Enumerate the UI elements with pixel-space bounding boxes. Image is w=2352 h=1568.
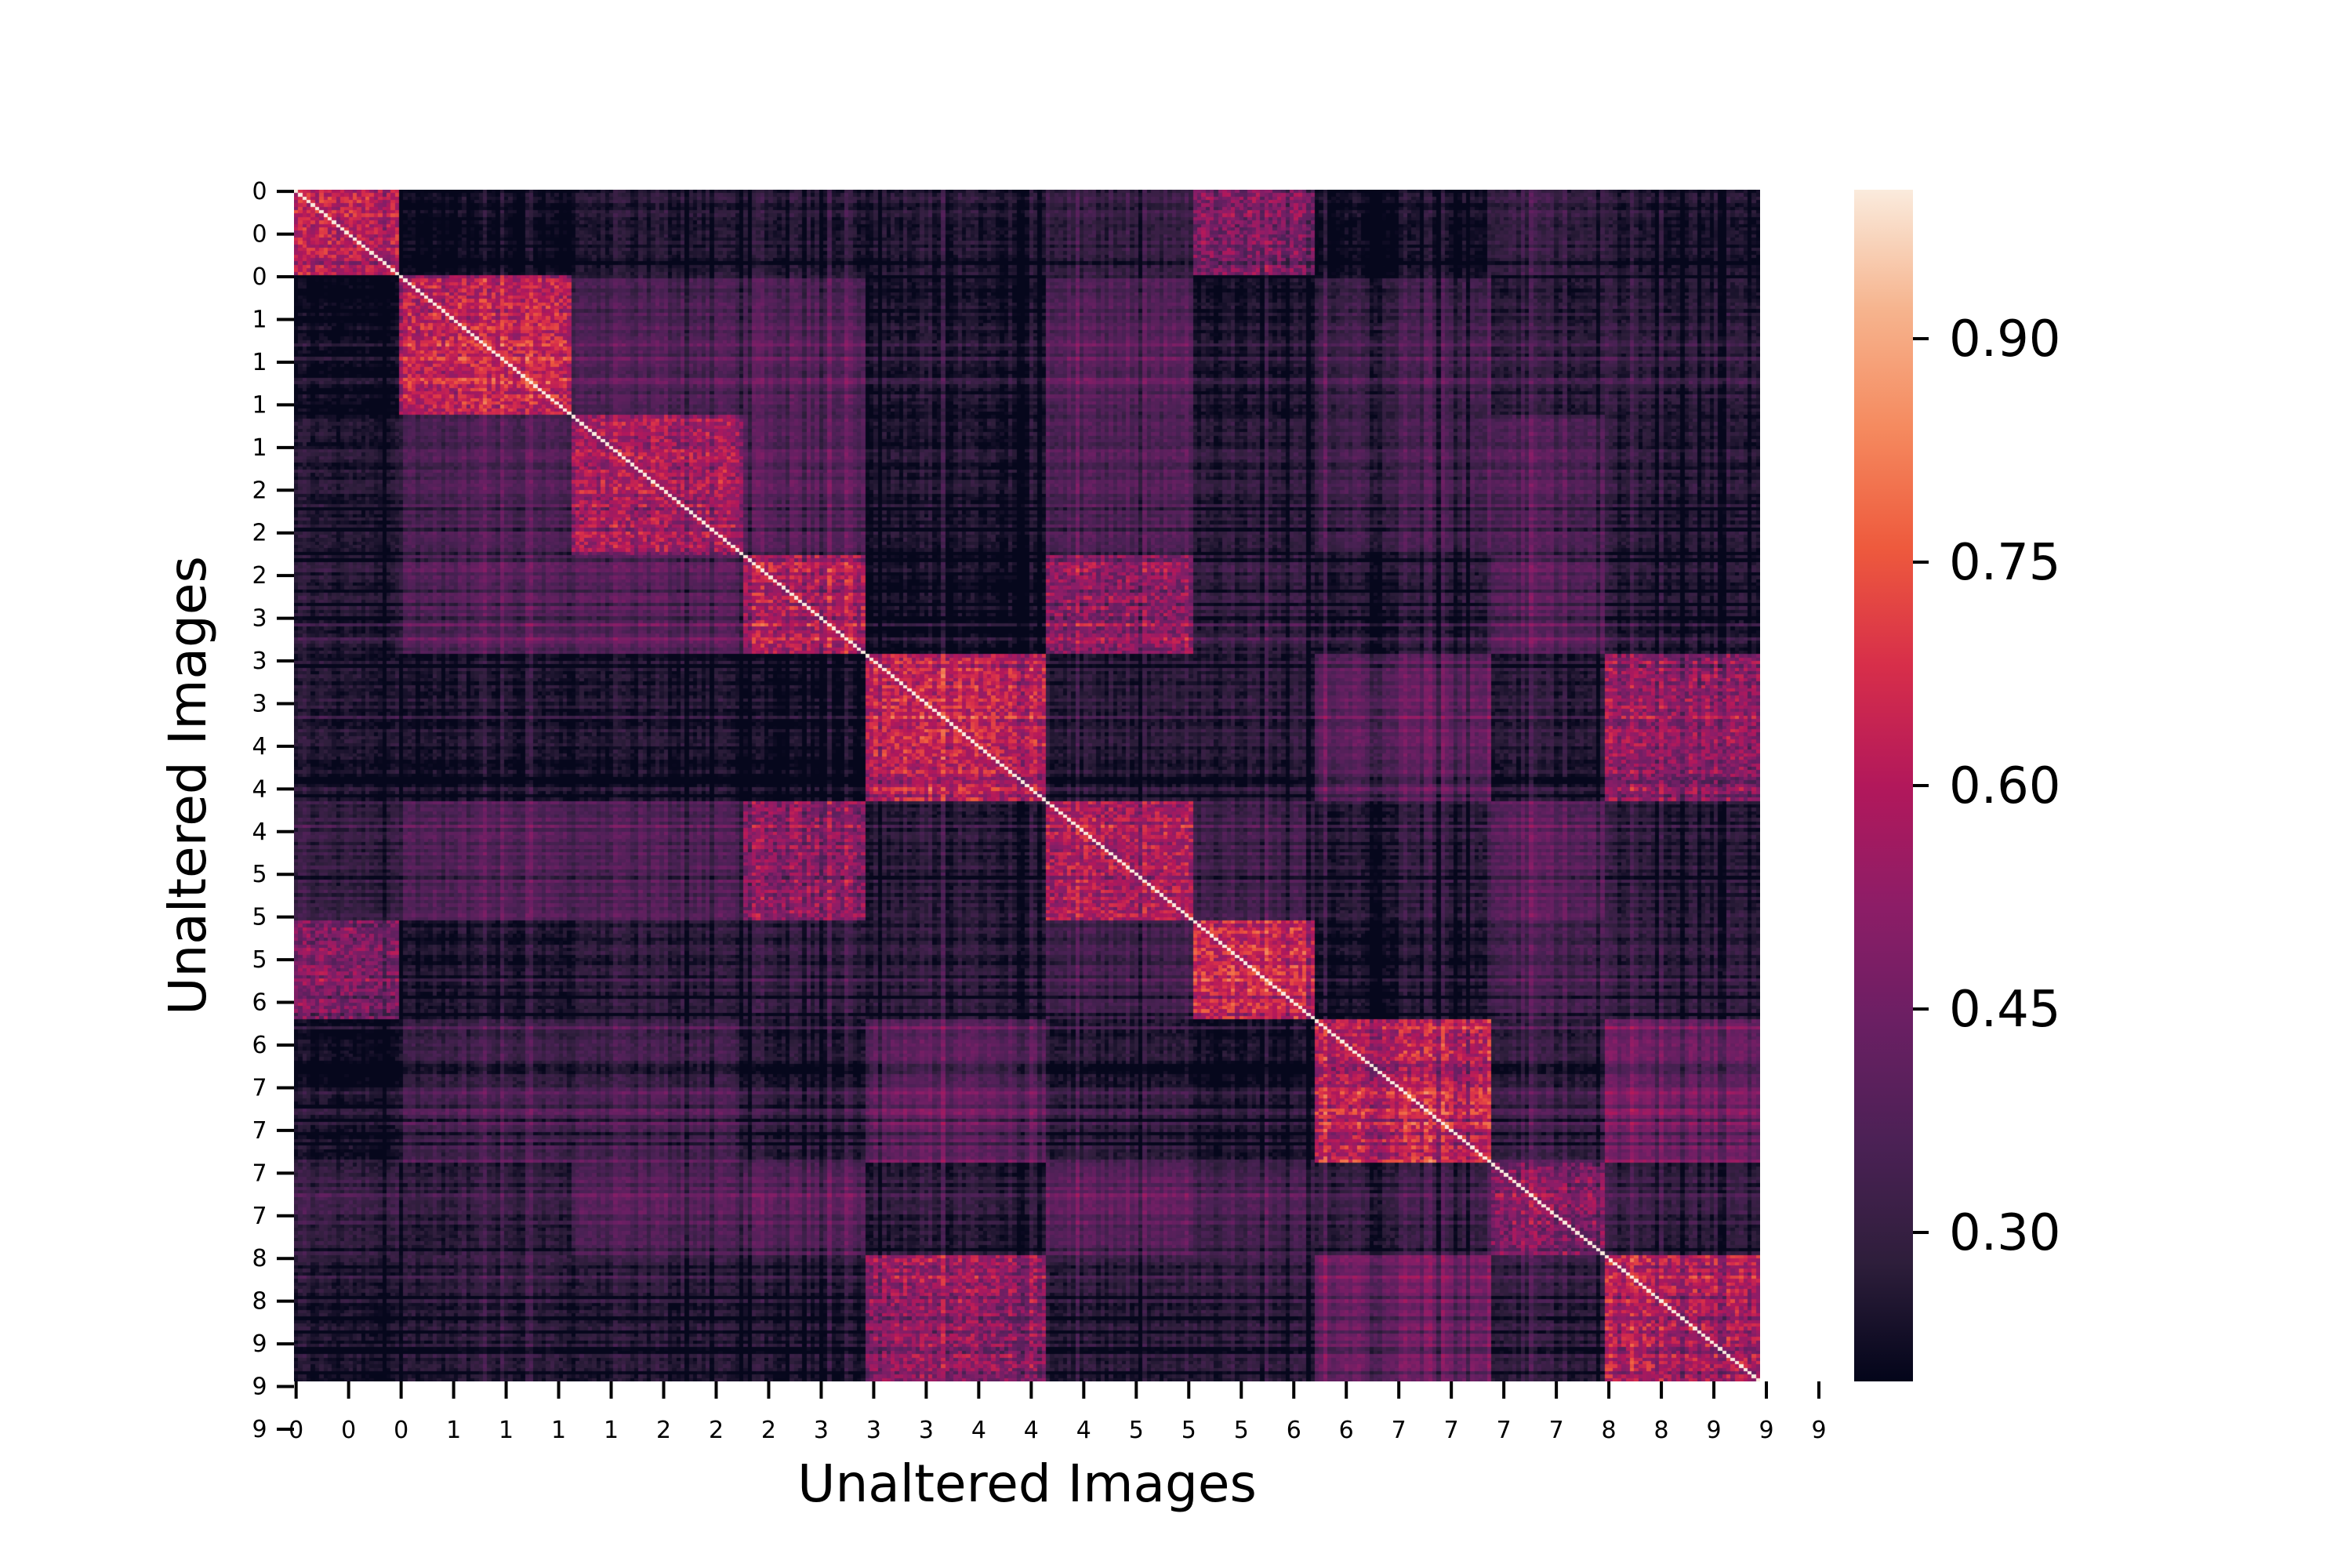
colorbar: 0.90 0.75 0.60 0.45 0.30 bbox=[1854, 190, 2061, 1381]
x-tick-label: 1 bbox=[446, 1417, 461, 1444]
x-tick-label: 3 bbox=[866, 1417, 881, 1444]
y-tick-label: 7 bbox=[252, 1160, 267, 1187]
y-tick-label: 5 bbox=[252, 904, 267, 931]
x-tick-label: 0 bbox=[341, 1417, 356, 1444]
y-tick-label: 2 bbox=[252, 520, 267, 547]
x-tick-label: 0 bbox=[289, 1417, 303, 1444]
colorbar-gradient bbox=[1854, 190, 1913, 1381]
y-tick-label: 2 bbox=[252, 477, 267, 504]
x-tick-label: 1 bbox=[551, 1417, 566, 1444]
colorbar-tick-label: 0.75 bbox=[1949, 534, 2061, 592]
y-tick-label: 6 bbox=[252, 989, 267, 1017]
y-tick-label: 0 bbox=[252, 178, 267, 205]
y-tick-label: 8 bbox=[252, 1288, 267, 1316]
x-tick-label: 7 bbox=[1392, 1417, 1406, 1444]
y-axis-label: Unaltered Images bbox=[158, 556, 218, 1015]
colorbar-tick-label: 0.30 bbox=[1949, 1204, 2061, 1262]
colorbar-tick-label: 0.60 bbox=[1949, 757, 2061, 815]
colorbar-tick-label: 0.45 bbox=[1949, 981, 2061, 1039]
x-tick-label: 4 bbox=[1024, 1417, 1039, 1444]
y-tick-label: 3 bbox=[252, 690, 267, 717]
heatmap-area bbox=[294, 190, 1760, 1381]
x-tick-label: 3 bbox=[814, 1417, 829, 1444]
y-axis-ticks: 0 0 0 1 1 1 1 2 2 2 3 3 3 4 4 4 5 5 5 6 6 7 7 7 7 8 8 9 9 9 bbox=[252, 178, 294, 1443]
x-tick-label: 8 bbox=[1602, 1417, 1617, 1444]
x-tick-label: 9 bbox=[1759, 1417, 1773, 1444]
y-tick-label: 3 bbox=[252, 605, 267, 633]
x-axis-ticks: 0 0 0 1 1 1 1 2 2 2 3 3 3 4 4 4 5 5 5 6 6 7 7 7 7 8 8 9 9 9 bbox=[289, 1381, 1827, 1444]
x-tick-label: 6 bbox=[1339, 1417, 1354, 1444]
y-tick-label: 3 bbox=[252, 648, 267, 675]
colorbar-ticks: 0.90 0.75 0.60 0.45 0.30 bbox=[1913, 310, 2061, 1262]
y-tick-label: 8 bbox=[252, 1245, 267, 1272]
y-tick-label: 9 bbox=[252, 1416, 267, 1443]
y-tick-label: 2 bbox=[252, 562, 267, 590]
y-tick-label: 7 bbox=[252, 1117, 267, 1145]
x-axis-label: Unaltered Images bbox=[797, 1454, 1257, 1514]
y-tick-label: 0 bbox=[252, 221, 267, 249]
x-tick-label: 5 bbox=[1181, 1417, 1196, 1444]
x-tick-label: 1 bbox=[604, 1417, 619, 1444]
x-tick-label: 0 bbox=[394, 1417, 408, 1444]
x-tick-label: 3 bbox=[919, 1417, 934, 1444]
y-tick-label: 7 bbox=[252, 1074, 267, 1102]
colorbar-tick-label: 0.90 bbox=[1949, 310, 2061, 368]
y-tick-label: 5 bbox=[252, 861, 267, 888]
x-tick-label: 2 bbox=[761, 1417, 776, 1444]
x-tick-label: 7 bbox=[1549, 1417, 1564, 1444]
y-tick-label: 6 bbox=[252, 1032, 267, 1059]
y-tick-label: 9 bbox=[252, 1330, 267, 1358]
x-tick-label: 5 bbox=[1129, 1417, 1144, 1444]
x-tick-label: 2 bbox=[656, 1417, 671, 1444]
x-tick-label: 4 bbox=[971, 1417, 986, 1444]
y-tick-label: 0 bbox=[252, 263, 267, 291]
y-tick-label: 4 bbox=[252, 818, 267, 846]
y-tick-label: 7 bbox=[252, 1203, 267, 1230]
x-tick-label: 6 bbox=[1287, 1417, 1301, 1444]
y-tick-label: 5 bbox=[252, 946, 267, 974]
x-tick-label: 7 bbox=[1444, 1417, 1459, 1444]
x-tick-label: 8 bbox=[1654, 1417, 1669, 1444]
x-tick-label: 7 bbox=[1497, 1417, 1512, 1444]
x-tick-label: 2 bbox=[709, 1417, 724, 1444]
x-tick-label: 1 bbox=[499, 1417, 514, 1444]
y-tick-label: 1 bbox=[252, 307, 267, 334]
y-tick-label: 1 bbox=[252, 391, 267, 419]
y-tick-label: 1 bbox=[252, 434, 267, 462]
y-tick-label: 4 bbox=[252, 775, 267, 803]
heatmap-cells bbox=[294, 190, 1760, 1381]
x-tick-label: 4 bbox=[1076, 1417, 1091, 1444]
y-tick-label: 4 bbox=[252, 733, 267, 760]
x-tick-label: 9 bbox=[1707, 1417, 1722, 1444]
y-tick-label: 9 bbox=[252, 1374, 267, 1401]
y-tick-label: 1 bbox=[252, 349, 267, 376]
x-tick-label: 5 bbox=[1234, 1417, 1249, 1444]
x-tick-label: 9 bbox=[1811, 1417, 1826, 1444]
